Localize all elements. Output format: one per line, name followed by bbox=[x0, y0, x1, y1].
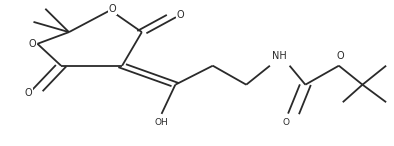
Text: O: O bbox=[25, 88, 33, 98]
Text: O: O bbox=[283, 118, 290, 127]
Text: O: O bbox=[337, 51, 345, 61]
Text: O: O bbox=[29, 39, 37, 49]
Text: OH: OH bbox=[155, 118, 168, 127]
Text: O: O bbox=[108, 5, 116, 14]
Text: NH: NH bbox=[272, 51, 287, 61]
Text: O: O bbox=[176, 10, 184, 20]
